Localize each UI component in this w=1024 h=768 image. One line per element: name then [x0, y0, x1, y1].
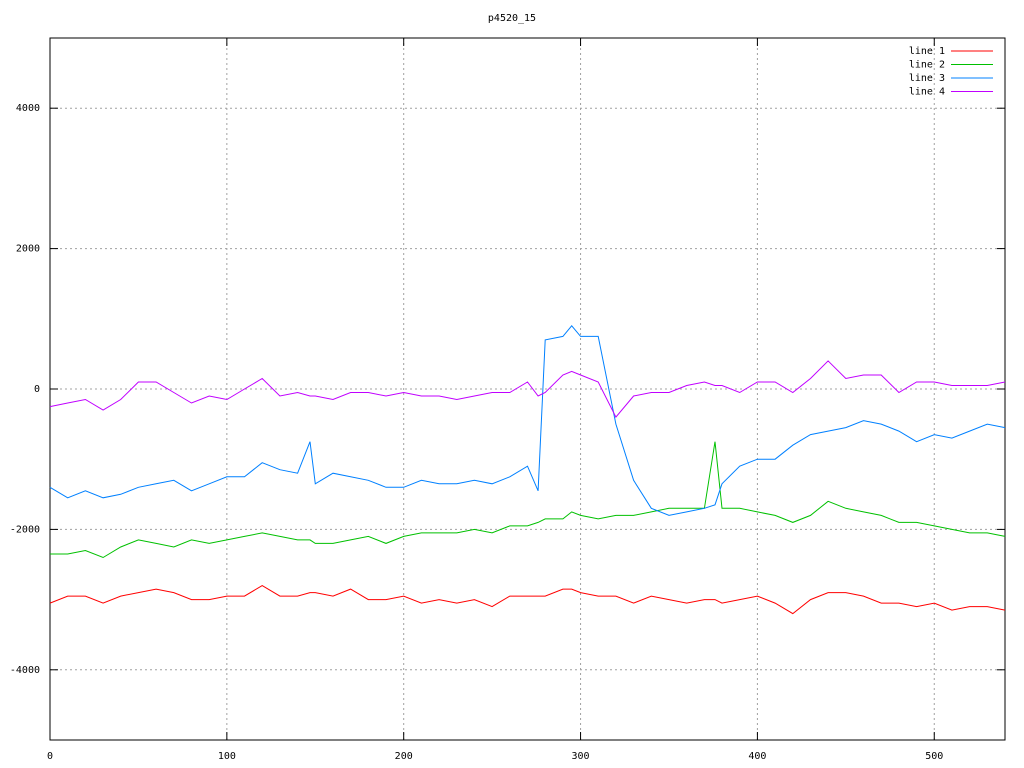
line-series — [49, 360, 1006, 419]
line-series — [49, 325, 1006, 516]
line-series — [49, 585, 1006, 615]
legend-label: line 4 — [909, 87, 945, 98]
x-tick-label: 100 — [218, 751, 236, 762]
x-tick-label: 500 — [925, 751, 943, 762]
y-tick-label: 2000 — [16, 244, 40, 255]
x-tick-label: 400 — [748, 751, 766, 762]
legend-label: line 1 — [909, 46, 945, 57]
y-tick-label: 0 — [34, 384, 40, 395]
y-tick-label: -4000 — [10, 665, 40, 676]
legend-label: line 2 — [909, 60, 945, 71]
chart-title: p4520_15 — [488, 13, 536, 24]
x-tick-label: 0 — [47, 751, 53, 762]
y-tick-label: 4000 — [16, 103, 40, 114]
y-tick-label: -2000 — [10, 524, 40, 535]
x-tick-label: 200 — [395, 751, 413, 762]
legend-label: line 3 — [909, 73, 945, 84]
x-tick-label: 300 — [572, 751, 590, 762]
plot-border — [49, 37, 1006, 741]
line-series — [50, 441, 1006, 559]
